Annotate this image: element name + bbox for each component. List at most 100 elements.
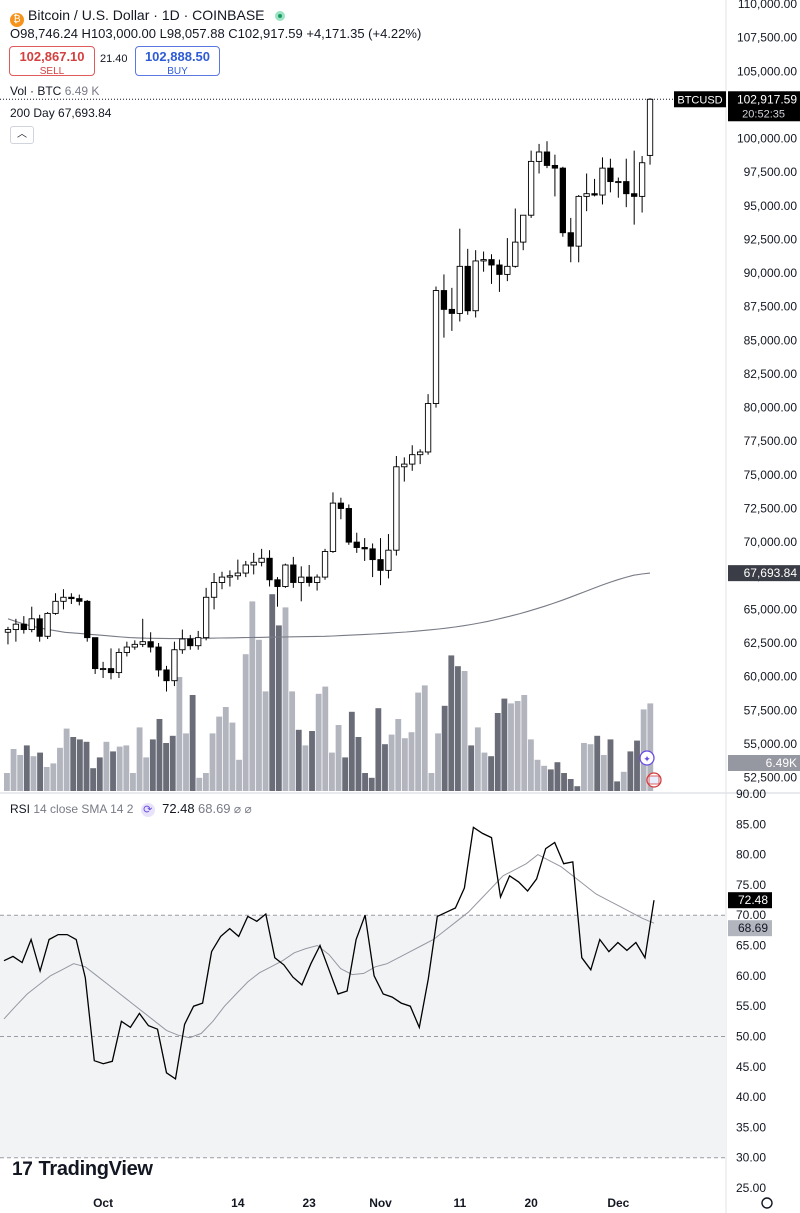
candle-body <box>163 669 170 682</box>
countdown-text: 20:52:35 <box>742 108 785 120</box>
candle-body <box>638 162 646 197</box>
rsi-sma-line <box>3 854 655 1039</box>
volume-bar <box>362 773 368 791</box>
price-axis-tick: 57,500.00 <box>744 703 798 717</box>
rsi-sma-tag <box>728 920 772 937</box>
rsi-axis-tick: 40.00 <box>736 1090 766 1104</box>
volume-bar <box>481 752 488 791</box>
volume-bar <box>50 763 57 791</box>
candle-body <box>488 259 495 266</box>
volume-bar <box>587 744 594 791</box>
rsi-axis-tick: 65.00 <box>736 939 766 953</box>
time-axis-label: 23 <box>303 1196 317 1210</box>
candle-body <box>646 98 654 156</box>
rsi-axis-tick: 70.00 <box>736 908 766 922</box>
candle-body <box>306 576 313 583</box>
volume-bar <box>275 625 282 791</box>
rsi-axis-tick: 80.00 <box>736 848 766 862</box>
buy-label: BUY <box>167 66 188 77</box>
volume-bar <box>382 744 388 791</box>
candle-body <box>202 596 210 639</box>
rsi-legend[interactable]: RSI 14 close SMA 14 2 ⟳ 72.48 68.69 ⌀ ⌀ <box>10 801 252 817</box>
chevron-up-icon[interactable]: ︿ <box>10 126 34 144</box>
volume-bar <box>130 773 136 791</box>
volume-bar <box>262 691 269 791</box>
volume-bar <box>607 739 614 791</box>
volume-bar <box>408 732 415 791</box>
symbol-tag <box>674 91 726 108</box>
rsi-value-tag <box>728 892 772 909</box>
volume-bar <box>335 725 342 791</box>
candle-body <box>607 167 614 183</box>
candle-body <box>448 308 456 314</box>
volume-bar <box>614 781 621 791</box>
buy-button[interactable]: 102,888.50 BUY <box>135 46 220 77</box>
buy-price: 102,888.50 <box>144 49 211 64</box>
volume-tag-text: 6.49K <box>766 756 797 770</box>
volume-legend[interactable]: Vol · BTC 6.49 K <box>10 84 99 98</box>
price-axis-tick: 90,000.00 <box>744 266 798 280</box>
candle-body <box>12 623 20 631</box>
volume-bar <box>401 738 408 791</box>
spread-value: 21.40 <box>100 53 128 65</box>
ma-legend[interactable]: 200 Day 67,693.84 <box>10 106 111 120</box>
time-axis-label: 14 <box>231 1196 245 1210</box>
volume-bar <box>647 703 654 791</box>
volume-bar <box>149 739 156 791</box>
candle-body <box>329 502 337 552</box>
rsi-axis-tick: 35.00 <box>736 1120 766 1134</box>
volume-bar <box>547 769 554 791</box>
rsi-params: 14 close SMA 14 2 <box>33 802 134 816</box>
sparkle-icon-glyph: ✦ <box>643 754 651 764</box>
price-axis-tick: 52,500.00 <box>744 771 798 785</box>
sell-button[interactable]: 102,867.10 SELL <box>9 46 95 77</box>
rsi-line <box>3 826 655 1081</box>
volume-bar <box>249 601 256 791</box>
volume-bar <box>196 777 203 791</box>
candle-body <box>139 641 146 645</box>
symbol-title-row[interactable]: ₿ Bitcoin / U.S. Dollar · 1D · COINBASE <box>10 7 285 27</box>
null-icon: ⌀ <box>233 802 242 816</box>
candles <box>4 98 654 692</box>
volume-bar <box>348 711 355 791</box>
volume-bar <box>289 691 296 791</box>
refresh-icon[interactable]: ⟳ <box>140 803 155 817</box>
volume-bar <box>342 757 349 791</box>
volume-bar <box>136 727 143 791</box>
price-axis-tick: 95,000.00 <box>744 199 798 213</box>
price-axis-tick: 80,000.00 <box>744 401 798 415</box>
volume-bar <box>634 740 640 791</box>
sell-price: 102,867.10 <box>19 49 85 64</box>
volume-bar <box>156 719 163 791</box>
volume-bar <box>256 639 262 791</box>
candle-body <box>28 618 35 631</box>
volume-bar <box>600 755 607 791</box>
time-axis-label: Nov <box>369 1196 392 1210</box>
tradingview-logo[interactable]: 17 TradingView <box>12 1158 153 1181</box>
candle-body <box>432 290 440 405</box>
candle-body <box>599 167 606 196</box>
candle-body <box>147 641 154 648</box>
candle-body <box>337 502 345 509</box>
volume-bar <box>23 745 30 791</box>
ohlc-values: O98,746.24 H103,000.00 L98,057.88 C102,9… <box>10 26 422 41</box>
volume-bar <box>209 733 216 791</box>
volume-value: 6.49 K <box>64 84 100 98</box>
settings-icon[interactable] <box>761 1197 773 1209</box>
sparkle-icon[interactable] <box>639 750 655 766</box>
volume-bar <box>169 735 176 791</box>
candle-body <box>623 181 630 195</box>
volume-bar <box>202 773 209 791</box>
volume-bar <box>534 759 541 791</box>
candle-body <box>567 232 574 247</box>
rsi-axis-tick: 90.00 <box>736 787 766 801</box>
volume-bar <box>375 708 382 791</box>
symbol-title[interactable]: Bitcoin / U.S. Dollar · 1D · COINBASE <box>28 7 265 23</box>
volume-bar <box>388 734 395 791</box>
candle-body <box>496 264 503 275</box>
price-axis-tick: 87,500.00 <box>744 300 798 314</box>
volume-bar <box>96 757 103 791</box>
candle-body <box>480 259 487 262</box>
candle-body <box>234 572 241 577</box>
